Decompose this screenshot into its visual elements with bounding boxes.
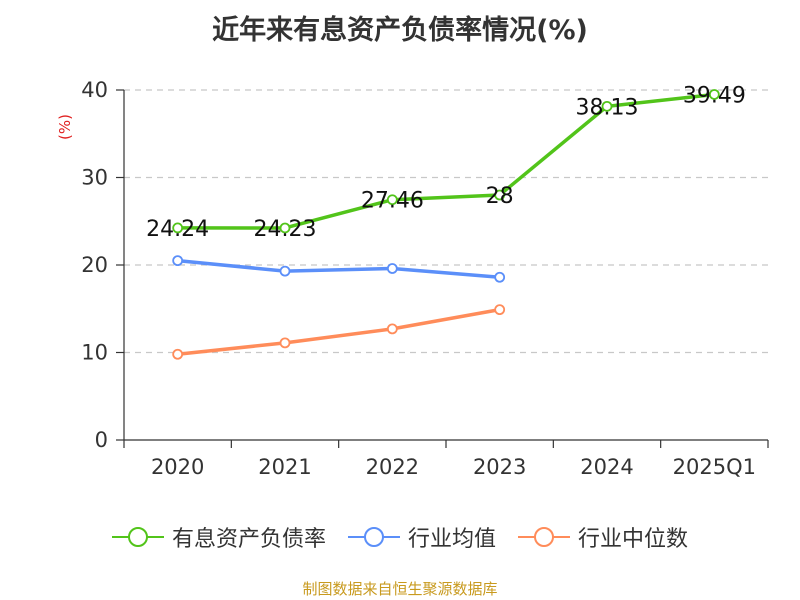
data-point [279,222,291,234]
legend-item[interactable]: 行业中位数 [518,521,688,553]
data-point [708,89,720,100]
data-label: 27.46 [361,189,424,214]
data-label: 38.13 [576,95,639,120]
data-point [172,348,184,360]
data-point [386,194,398,206]
series-line-2 [177,307,500,356]
y-tick-label: 30 [81,166,108,190]
x-tick-label: 2021 [258,455,311,479]
legend-item[interactable]: 行业均值 [347,521,496,553]
data-point [494,189,506,201]
data-label: 28 [486,184,514,209]
data-point [601,100,613,112]
legend-label: 行业中位数 [578,527,689,552]
legend: 有息资产负债率 行业均值 行业中位数 [0,521,800,553]
series-line-0 [177,92,715,230]
legend-line-circle-icon [111,525,164,549]
legend-label: 行业均值 [407,527,496,552]
data-point [386,263,398,274]
series-line-1 [177,258,500,279]
source-note: 制图数据来自恒生聚源数据库 [302,580,498,598]
data-point [172,255,184,267]
data-label: 39.49 [683,83,746,108]
x-tick-label: 2025Q1 [673,455,756,479]
legend-line-circle-icon [518,525,570,549]
legend-line-circle-icon [347,525,400,549]
x-tick-label: 2024 [580,455,633,479]
y-tick-label: 20 [81,253,108,277]
data-label: 24.23 [254,217,317,242]
y-tick-label: 10 [81,341,108,365]
data-point [494,271,506,283]
data-point [494,304,506,316]
data-point [172,222,184,234]
data-label: 24.24 [146,217,209,242]
y-tick-label: 0 [95,428,108,452]
x-tick-label: 2022 [366,455,419,479]
x-tick-label: 2023 [473,455,526,479]
x-tick-label: 2020 [151,455,204,479]
legend-item[interactable]: 有息资产负债率 [111,521,326,553]
y-tick-label: 40 [81,78,108,102]
data-point [279,337,291,349]
legend-label: 有息资产负债率 [171,527,326,552]
data-point [386,323,398,335]
y-axis-label: (%) [56,114,74,140]
data-point [279,265,291,277]
chart-title: 近年来有息资产负债率情况(%) [212,15,588,46]
